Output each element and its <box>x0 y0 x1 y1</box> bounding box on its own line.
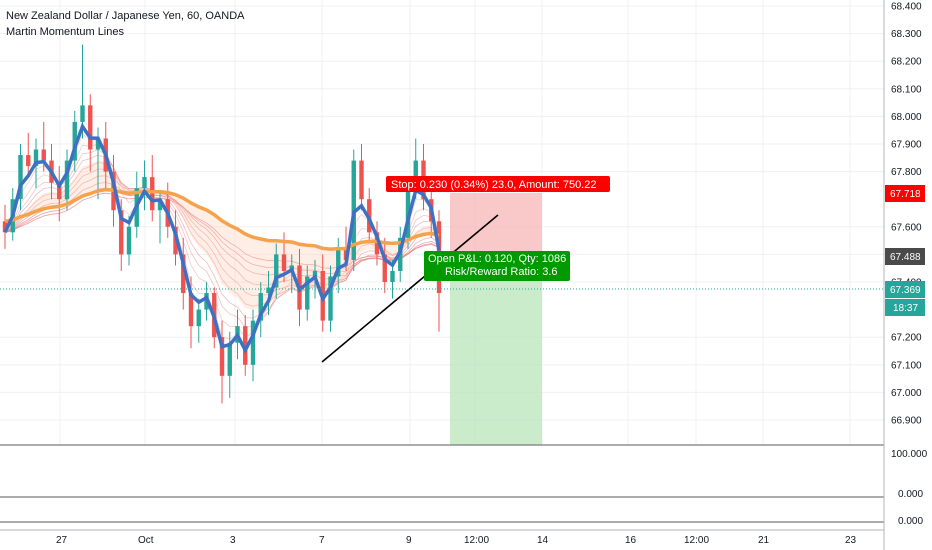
candle-body <box>266 287 271 294</box>
pnl-label[interactable]: Open P&L: 0.120, Qty: 1086 Risk/Reward R… <box>424 251 570 281</box>
svg-text:67.369: 67.369 <box>890 285 921 296</box>
price-tick-label: 68.400 <box>891 2 922 13</box>
stop-price-tag: 67.718 <box>885 185 925 202</box>
ribbon-line <box>4 149 440 328</box>
time-label: 12:00 <box>684 535 709 546</box>
candle-body <box>150 177 155 211</box>
stop-label[interactable]: Stop: 0.230 (0.34%) 23.0, Amount: 750.22 <box>386 176 610 192</box>
candle-body <box>18 155 23 200</box>
price-tick-label: 67.600 <box>891 222 922 233</box>
stop-label-text: Stop: 0.230 (0.34%) 23.0, Amount: 750.22 <box>391 179 596 191</box>
candle-body <box>390 270 395 282</box>
candle-body <box>181 254 186 294</box>
candle-body <box>274 254 279 288</box>
price-tick-label: 67.200 <box>891 333 922 344</box>
rr-label-text: Risk/Reward Ratio: 3.6 <box>445 266 558 278</box>
price-axis[interactable]: 68.400 68.300 68.200 68.100 68.000 67.900 67.8… <box>883 0 928 550</box>
price-tick-label: 68.300 <box>891 29 922 40</box>
indicator-name[interactable]: Martin Momentum Lines <box>6 26 124 38</box>
candle-body <box>196 309 201 327</box>
candle-body <box>41 149 46 161</box>
fast-momentum-line <box>3 122 441 354</box>
candle-body <box>33 149 39 167</box>
candle-body <box>57 182 62 200</box>
pnl-label-text: Open P&L: 0.120, Qty: 1086 <box>428 253 566 265</box>
price-tick-label: 67.000 <box>891 388 922 399</box>
svg-text:67.488: 67.488 <box>890 252 921 263</box>
price-tick-label: 67.800 <box>891 167 922 178</box>
ribbon-fill <box>5 160 439 311</box>
ribbon-line <box>4 162 440 307</box>
candle-body <box>119 210 124 255</box>
candle-body <box>26 155 31 167</box>
time-label: 12:00 <box>464 535 489 546</box>
time-label: 23 <box>845 535 857 546</box>
chart-legend[interactable]: New Zealand Dollar / Japanese Yen, 60, O… <box>6 8 244 40</box>
time-label: 21 <box>758 535 770 546</box>
candle-body <box>243 326 248 365</box>
candle-body <box>188 293 194 327</box>
price-tick-label: 66.900 <box>891 416 922 427</box>
candle-body <box>359 160 364 200</box>
price-tick-label: 68.200 <box>891 57 922 68</box>
candle-body <box>72 121 77 161</box>
candle-body <box>157 199 163 211</box>
candle-body <box>374 232 380 255</box>
time-label: 16 <box>625 535 637 546</box>
time-label: Oct <box>138 535 154 546</box>
time-label: 27 <box>56 535 68 546</box>
candle-body <box>80 105 85 122</box>
target-zone <box>450 277 542 445</box>
candle-body <box>219 337 225 376</box>
candle-body <box>305 276 310 310</box>
grid-lines <box>0 0 884 445</box>
candle-body <box>312 270 318 277</box>
time-label: 9 <box>406 535 412 546</box>
time-label: 14 <box>537 535 549 546</box>
price-tick-label: 68.000 <box>891 112 922 123</box>
candle-body <box>258 293 263 321</box>
candle-body <box>281 254 287 271</box>
price-tick-label: 67.100 <box>891 360 922 371</box>
svg-text:18:37: 18:37 <box>893 303 918 314</box>
osc-tick-100: 100.000 <box>891 449 928 460</box>
candle-body <box>227 342 232 376</box>
candle-body <box>413 160 418 189</box>
time-label: 3 <box>230 535 236 546</box>
time-axis[interactable]: 27 Oct 3 7 9 12:00 14 16 12:00 21 23 <box>0 529 884 546</box>
candle-body <box>382 254 387 282</box>
candle-body <box>88 105 93 150</box>
candle-body <box>142 177 147 189</box>
candle-body <box>336 248 341 277</box>
price-tick-label: 67.900 <box>891 140 922 151</box>
osc-tick-0b: 0.000 <box>898 516 923 527</box>
ribbon-line <box>4 154 440 319</box>
time-label: 7 <box>319 535 325 546</box>
ribbon-line <box>4 168 440 297</box>
trendline[interactable] <box>321 214 499 363</box>
ema-price-tag: 67.488 <box>885 248 925 265</box>
svg-text:67.718: 67.718 <box>890 189 921 200</box>
symbol-title[interactable]: New Zealand Dollar / Japanese Yen, 60, O… <box>6 10 245 22</box>
candle-body <box>95 138 101 150</box>
last-price-tag: 67.369 <box>885 281 925 298</box>
ribbon-line <box>4 192 440 269</box>
ribbon-line <box>4 143 440 338</box>
slow-ma-line <box>4 187 440 251</box>
candle-body <box>126 226 132 255</box>
price-tick-label: 68.100 <box>891 84 922 95</box>
countdown-tag: 18:37 <box>885 299 925 316</box>
candle-body <box>250 320 256 365</box>
candle-body <box>64 160 70 200</box>
candle-body <box>328 276 333 321</box>
ribbon-line <box>4 182 440 280</box>
osc-tick-0a: 0.000 <box>898 489 923 500</box>
candle-body <box>2 221 8 233</box>
